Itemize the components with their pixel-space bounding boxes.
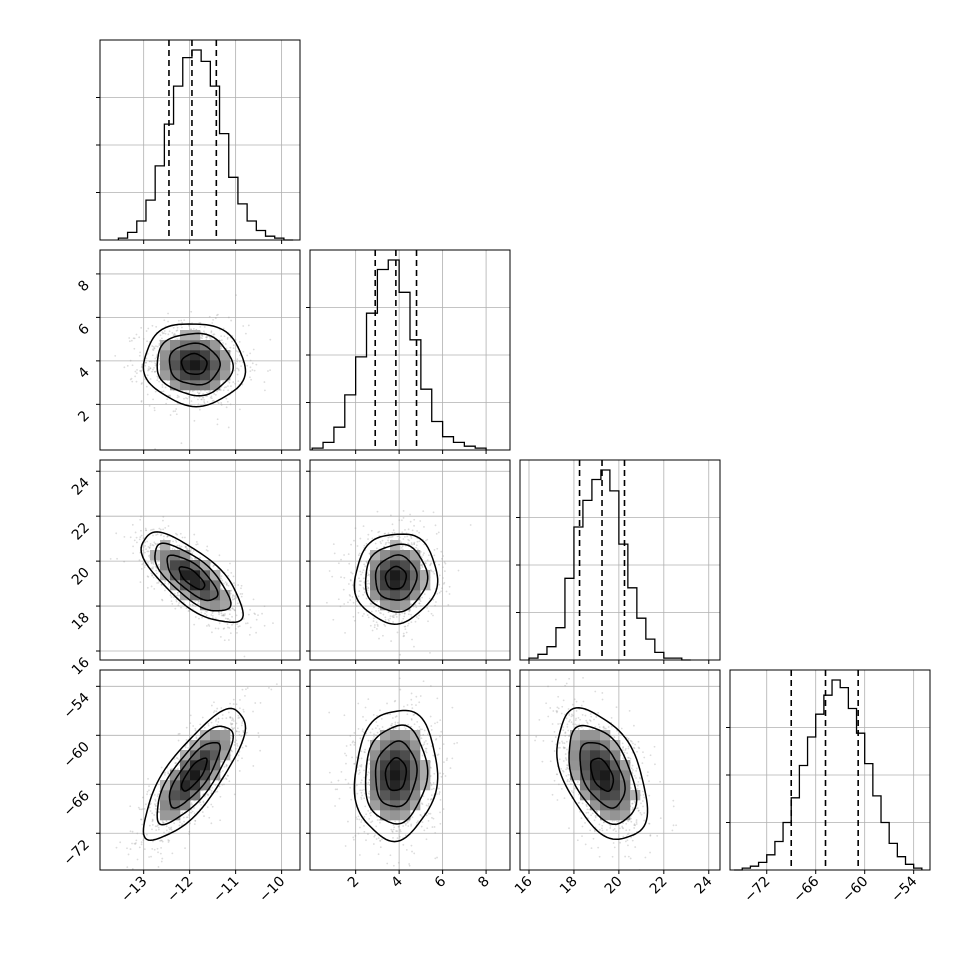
y-tick-label: −60 <box>61 739 93 771</box>
x-tick-label: 22 <box>647 874 671 898</box>
axes-frame <box>100 40 300 240</box>
y-tick-label: 20 <box>69 565 93 589</box>
y-tick-label: 24 <box>69 475 93 499</box>
y-tick-label: 18 <box>69 610 93 634</box>
y-tick-label: 22 <box>69 520 93 544</box>
scatter-panel-0-1: 2 4 6 8 <box>75 250 300 454</box>
y-tick-label: 4 <box>75 364 93 382</box>
x-tick-label: −54 <box>888 873 920 905</box>
axes-frame <box>730 670 930 870</box>
histogram-panel-2 <box>516 460 720 664</box>
scatter-panel-0-3: −13 −12 −11 −10 −72 −66 −60 −54 <box>61 670 300 906</box>
y-tick-label: −66 <box>61 788 93 820</box>
x-tick-label: −72 <box>741 874 773 906</box>
y-tick-label: 2 <box>75 408 93 426</box>
histogram-panel-3: −72 −66 −60 −54 <box>726 670 930 906</box>
x-tick-label: 20 <box>602 874 626 898</box>
x-tick-label: 18 <box>557 874 581 898</box>
histogram-panel-1 <box>306 250 510 454</box>
axes-frame <box>520 460 720 660</box>
histogram-panel-0 <box>96 40 300 244</box>
x-tick-label: −10 <box>256 874 288 906</box>
x-tick-label: −66 <box>790 873 822 905</box>
y-tick-label: −72 <box>61 837 93 869</box>
x-tick-label: 24 <box>692 873 716 897</box>
x-tick-label: −60 <box>839 874 871 906</box>
scatter-panel-1-3: 2 4 6 8 <box>306 664 510 892</box>
x-tick-label: 16 <box>512 873 536 897</box>
scatter-panel-0-2: 16 18 20 22 24 <box>69 460 300 678</box>
x-tick-label: 8 <box>475 874 493 892</box>
x-tick-label: 4 <box>388 873 406 891</box>
y-tick-label: 8 <box>75 277 93 295</box>
x-tick-label: −12 <box>164 874 196 906</box>
axes-frame <box>310 250 510 450</box>
x-tick-label: −13 <box>118 874 150 906</box>
scatter-panel-2-3: 16 18 20 22 24 <box>512 657 720 898</box>
y-tick-label: 16 <box>69 654 93 678</box>
x-tick-label: 6 <box>432 873 450 891</box>
scatter-panel-1-2 <box>306 460 510 664</box>
x-tick-label: 2 <box>345 874 363 892</box>
x-tick-label: −11 <box>210 874 242 906</box>
y-tick-label: −54 <box>61 690 93 722</box>
y-tick-label: 6 <box>75 321 93 339</box>
